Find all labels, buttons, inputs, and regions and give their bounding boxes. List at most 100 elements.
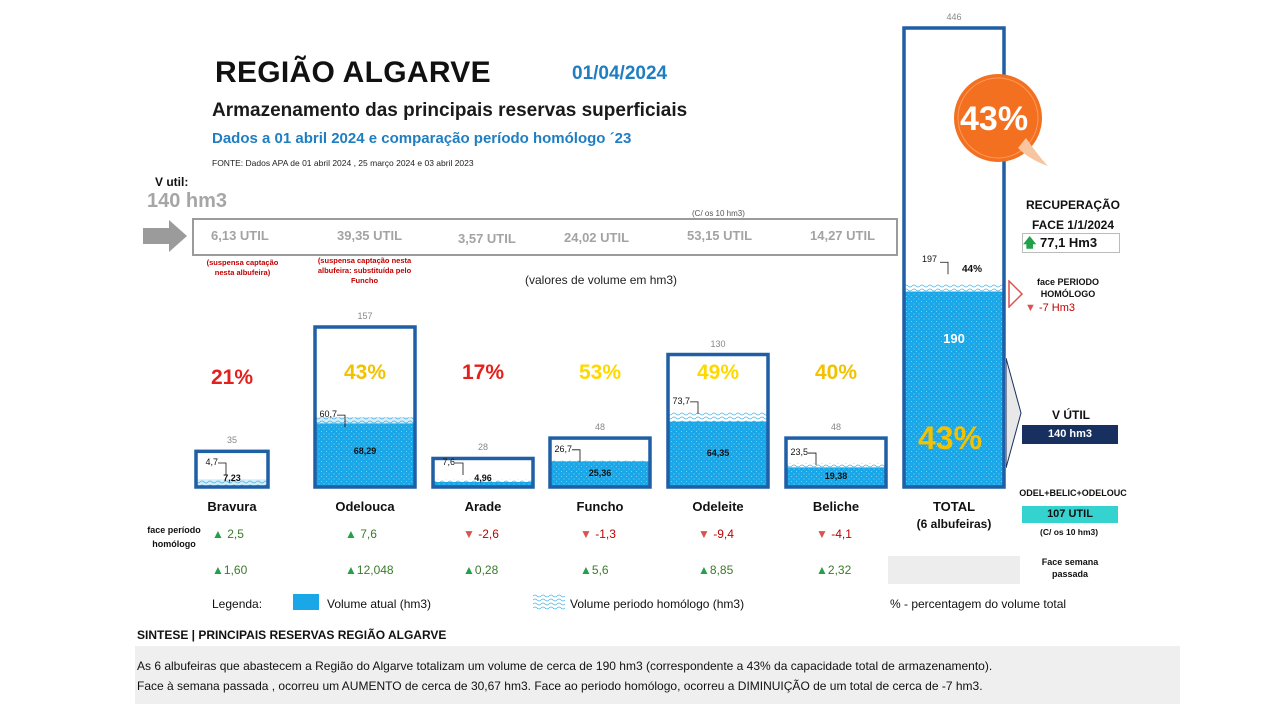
source-note: FONTE: Dados APA de 01 abril 2024 , 25 m…	[212, 158, 474, 168]
bar-capacity-frame	[784, 436, 888, 489]
odel-note: (C/ os 10 hm3)	[1040, 527, 1099, 537]
homologous-label: 73,7	[672, 395, 690, 406]
bar-current	[315, 417, 415, 487]
category-label: Funcho	[576, 499, 624, 514]
util-arade: 3,57 UTIL	[458, 231, 516, 246]
homologous-leader	[690, 401, 699, 414]
total-bar-frame	[902, 26, 1006, 489]
total-sub: (6 albufeiras)	[916, 517, 992, 531]
arrow-up-icon: ▲	[345, 527, 357, 541]
homologous-leader	[572, 449, 581, 462]
face-periodo-homologo-value-row: ▼ -7 Hm3	[1025, 302, 1075, 314]
homologous-leader	[218, 462, 227, 475]
recuperacao-title: RECUPERAÇÃO FACE 1/1/2024	[1025, 198, 1120, 232]
arrow-up-icon: ▲	[212, 563, 224, 577]
bar-homologous	[668, 411, 768, 422]
current-label: 4,96	[474, 473, 492, 483]
current-label: 19,38	[824, 471, 848, 482]
homologous-label: 23,5	[790, 447, 808, 458]
odel-value: 107 UTIL	[1022, 506, 1118, 523]
bar-capacity-frame	[313, 325, 417, 489]
homologous-label: 26,7	[554, 443, 572, 454]
total-bar-current	[904, 291, 1004, 487]
bar-homologous	[786, 463, 886, 468]
homologous-leader	[455, 462, 464, 475]
change-week: ▲2,32	[816, 563, 852, 577]
arrow-down-icon: ▼	[816, 527, 828, 541]
change-week: ▲12,048	[345, 563, 394, 577]
page-title: REGIÃO ALGARVE	[215, 56, 491, 89]
total-bar-homologous	[904, 284, 1004, 292]
current-label: 25,36	[588, 468, 612, 479]
total-capacity-label: 446	[946, 12, 962, 22]
total-percent-label: 43%	[918, 420, 983, 456]
homologous-label: 4,7	[205, 457, 218, 467]
sintese-title: SINTESE | PRINCIPAIS RESERVAS REGIÃO ALG…	[137, 628, 447, 642]
bar-capacity-frame	[194, 449, 270, 489]
change-week: ▲8,85	[698, 563, 734, 577]
bar-homologous	[433, 479, 533, 482]
vutil-value-right: 140 hm3	[1022, 425, 1118, 444]
util-odeleite: 53,15 UTIL	[687, 228, 753, 243]
face-periodo-homologo: face PERIODO HOMÓLOGO	[1036, 277, 1100, 299]
report-date: 01/04/2024	[572, 63, 668, 84]
util-bar	[192, 218, 898, 256]
homologous-label: 60,7	[319, 409, 337, 420]
legend-previous-swatch	[533, 594, 565, 610]
bar-capacity-frame	[666, 352, 770, 489]
total-current-label: 190	[943, 331, 965, 346]
current-label: 7,23	[223, 473, 241, 483]
util-bravura: 6,13 UTIL	[211, 228, 269, 243]
bar-capacity-frame	[548, 436, 652, 489]
recuperacao-value-box: 🡅 77,1 Hm3	[1022, 233, 1120, 253]
percent-label: 43%	[343, 361, 387, 384]
bar-homologous	[315, 417, 415, 424]
legend-percent: % - percentagem do volume total	[890, 597, 1067, 611]
odelouca-note: (suspensa captação nesta albufeira: subs…	[317, 256, 412, 285]
current-label: 68,29	[353, 446, 377, 457]
page-subtitle-2: Dados a 01 abril 2024 e comparação perío…	[212, 130, 632, 147]
odeleite-note: (C/ os 10 hm3)	[692, 209, 745, 218]
category-label: Odeleite	[692, 499, 744, 514]
util-beliche: 14,27 UTIL	[810, 228, 876, 243]
bar-homologous	[550, 459, 650, 462]
odel-title: ODEL+BELIC+ODELOUC	[1019, 488, 1127, 498]
legend-title: Legenda:	[212, 597, 263, 611]
arrow-up-icon: ▲	[816, 563, 828, 577]
homologous-leader	[337, 414, 346, 428]
arrow-up-icon: ▲	[463, 563, 475, 577]
percent-badge-icon	[954, 74, 1048, 166]
total-percent-badge: 43%	[960, 100, 1029, 138]
capacity-label: 28	[477, 442, 488, 453]
vutil-title-right: V ÚTIL	[1052, 408, 1090, 422]
bar-capacity-frame	[431, 456, 535, 489]
category-label: Arade	[464, 499, 502, 514]
change-homologous: ▼ -2,6	[463, 527, 499, 541]
triangle-right-icon	[1008, 280, 1024, 308]
sintese-line-2: Face à semana passada , ocorreu um AUMEN…	[137, 679, 983, 693]
current-label: 64,35	[706, 448, 730, 459]
arrow-up-icon: ▲	[580, 563, 592, 577]
units-note: (valores de volume em hm3)	[525, 273, 678, 287]
face-periodo-label: face período homólogo	[147, 525, 201, 549]
change-week: ▲0,28	[463, 563, 499, 577]
percent-label: 17%	[461, 361, 505, 384]
change-homologous: ▼ -9,4	[698, 527, 734, 541]
category-label: Beliche	[812, 499, 860, 514]
percent-label: 49%	[696, 361, 740, 384]
category-label: Odelouca	[335, 499, 395, 514]
change-homologous: ▲ 7,6	[345, 527, 377, 541]
arrow-down-icon: ▼	[1025, 302, 1036, 314]
sintese-text: As 6 albufeiras que abastecem a Região d…	[137, 656, 992, 696]
bar-current	[786, 467, 886, 487]
recuperacao-value: 77,1 Hm3	[1040, 235, 1098, 250]
bar-homologous	[196, 479, 268, 486]
total-homologous-pct: 44%	[962, 264, 983, 276]
capacity-label: 48	[830, 422, 841, 433]
change-week: ▲5,6	[580, 563, 609, 577]
total-week-box	[888, 556, 1020, 584]
change-week: ▲1,60	[212, 563, 248, 577]
vutil-label: V util:	[155, 175, 189, 189]
arrow-up-icon: ▲	[345, 563, 357, 577]
